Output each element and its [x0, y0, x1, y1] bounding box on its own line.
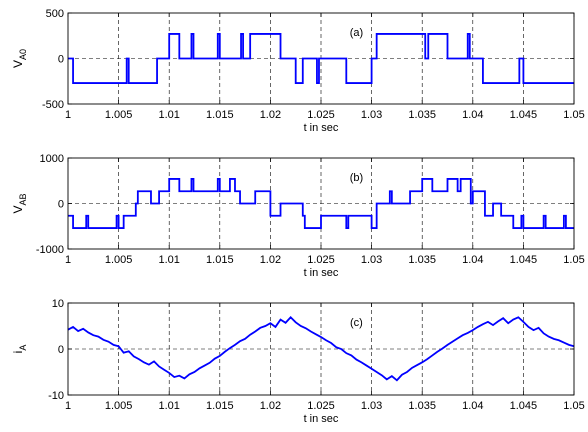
x-axis-label: t in sec — [304, 267, 339, 279]
x-tick-label: 1.045 — [510, 400, 538, 412]
y-axis-label-subscript: A — [18, 345, 28, 351]
chart-panel-b: 1 1.005 1.01 1.015 1.02 1.025 1.03 1.035 1.04 1.0… — [11, 153, 585, 279]
x-tick-label: 1.05 — [563, 400, 584, 412]
x-tick-label: 1 — [65, 400, 71, 412]
x-tick-label: 1.04 — [462, 254, 483, 266]
x-tick-label: 1.01 — [158, 109, 179, 121]
y-axis-label-subscript: AB — [18, 193, 28, 205]
y-axis-label-main: i — [11, 351, 25, 354]
y-tick-label: 0 — [58, 344, 64, 356]
y-axis-label: VA0 — [11, 49, 28, 68]
y-tick-label: 0 — [58, 54, 64, 66]
y-tick-label: 500 — [46, 8, 64, 20]
x-tick-label: 1.035 — [408, 254, 436, 266]
y-tick-label: 10 — [52, 298, 64, 310]
y-axis-label: VAB — [11, 193, 28, 213]
plot-frame — [67, 302, 575, 396]
plot-frame — [67, 157, 575, 250]
y-tick-label: -1000 — [36, 244, 64, 256]
x-tick-label: 1.03 — [361, 254, 382, 266]
x-tick-label: 1.025 — [307, 109, 335, 121]
y-tick-label: -500 — [42, 99, 64, 111]
x-tick-label: 1.01 — [158, 254, 179, 266]
y-axis-label-main: V — [11, 60, 25, 68]
chart-panel-a: 1 1.005 1.01 1.015 1.02 1.025 1.03 1.035 1.04 1.0… — [11, 8, 585, 134]
y-tick-label: -10 — [48, 390, 64, 402]
x-axis-label: t in sec — [304, 413, 339, 425]
x-axis-label: t in sec — [304, 122, 339, 134]
x-tick-label: 1 — [65, 254, 71, 266]
data-series-line — [68, 33, 574, 84]
x-tick-label: 1.02 — [260, 400, 281, 412]
x-tick-label: 1.01 — [158, 400, 179, 412]
x-tick-label: 1 — [65, 109, 71, 121]
data-series-line — [68, 178, 574, 229]
x-tick-label: 1.015 — [206, 109, 234, 121]
y-axis-label-subscript: A0 — [18, 49, 28, 60]
x-tick-label: 1.035 — [408, 400, 436, 412]
x-tick-label: 1.04 — [462, 400, 483, 412]
y-axis-label-main: V — [11, 206, 25, 214]
y-tick-label: 1000 — [40, 153, 64, 165]
x-tick-label: 1.015 — [206, 254, 234, 266]
x-tick-label: 1.04 — [462, 109, 483, 121]
x-tick-label: 1.045 — [510, 254, 538, 266]
panel-annotation: (b) — [350, 172, 363, 184]
x-tick-label: 1.015 — [206, 400, 234, 412]
plot-frame — [67, 12, 575, 105]
chart-panel-c: 1 1.005 1.01 1.015 1.02 1.025 1.03 1.035 1.04 1.0… — [11, 298, 585, 425]
x-tick-label: 1.05 — [563, 254, 584, 266]
x-tick-label: 1.005 — [105, 109, 133, 121]
x-tick-label: 1.035 — [408, 109, 436, 121]
x-tick-label: 1.03 — [361, 109, 382, 121]
y-tick-label: 0 — [58, 199, 64, 211]
x-tick-label: 1.02 — [260, 109, 281, 121]
data-series-line — [67, 315, 575, 382]
panel-annotation: (c) — [350, 317, 363, 329]
x-tick-label: 1.02 — [260, 254, 281, 266]
x-tick-label: 1.005 — [105, 254, 133, 266]
x-tick-label: 1.05 — [563, 109, 584, 121]
x-tick-label: 1.045 — [510, 109, 538, 121]
x-tick-label: 1.025 — [307, 400, 335, 412]
x-tick-label: 1.005 — [105, 400, 133, 412]
y-axis-label: iA — [11, 345, 28, 354]
panel-annotation: (a) — [350, 27, 363, 39]
x-tick-label: 1.03 — [361, 400, 382, 412]
x-tick-label: 1.025 — [307, 254, 335, 266]
